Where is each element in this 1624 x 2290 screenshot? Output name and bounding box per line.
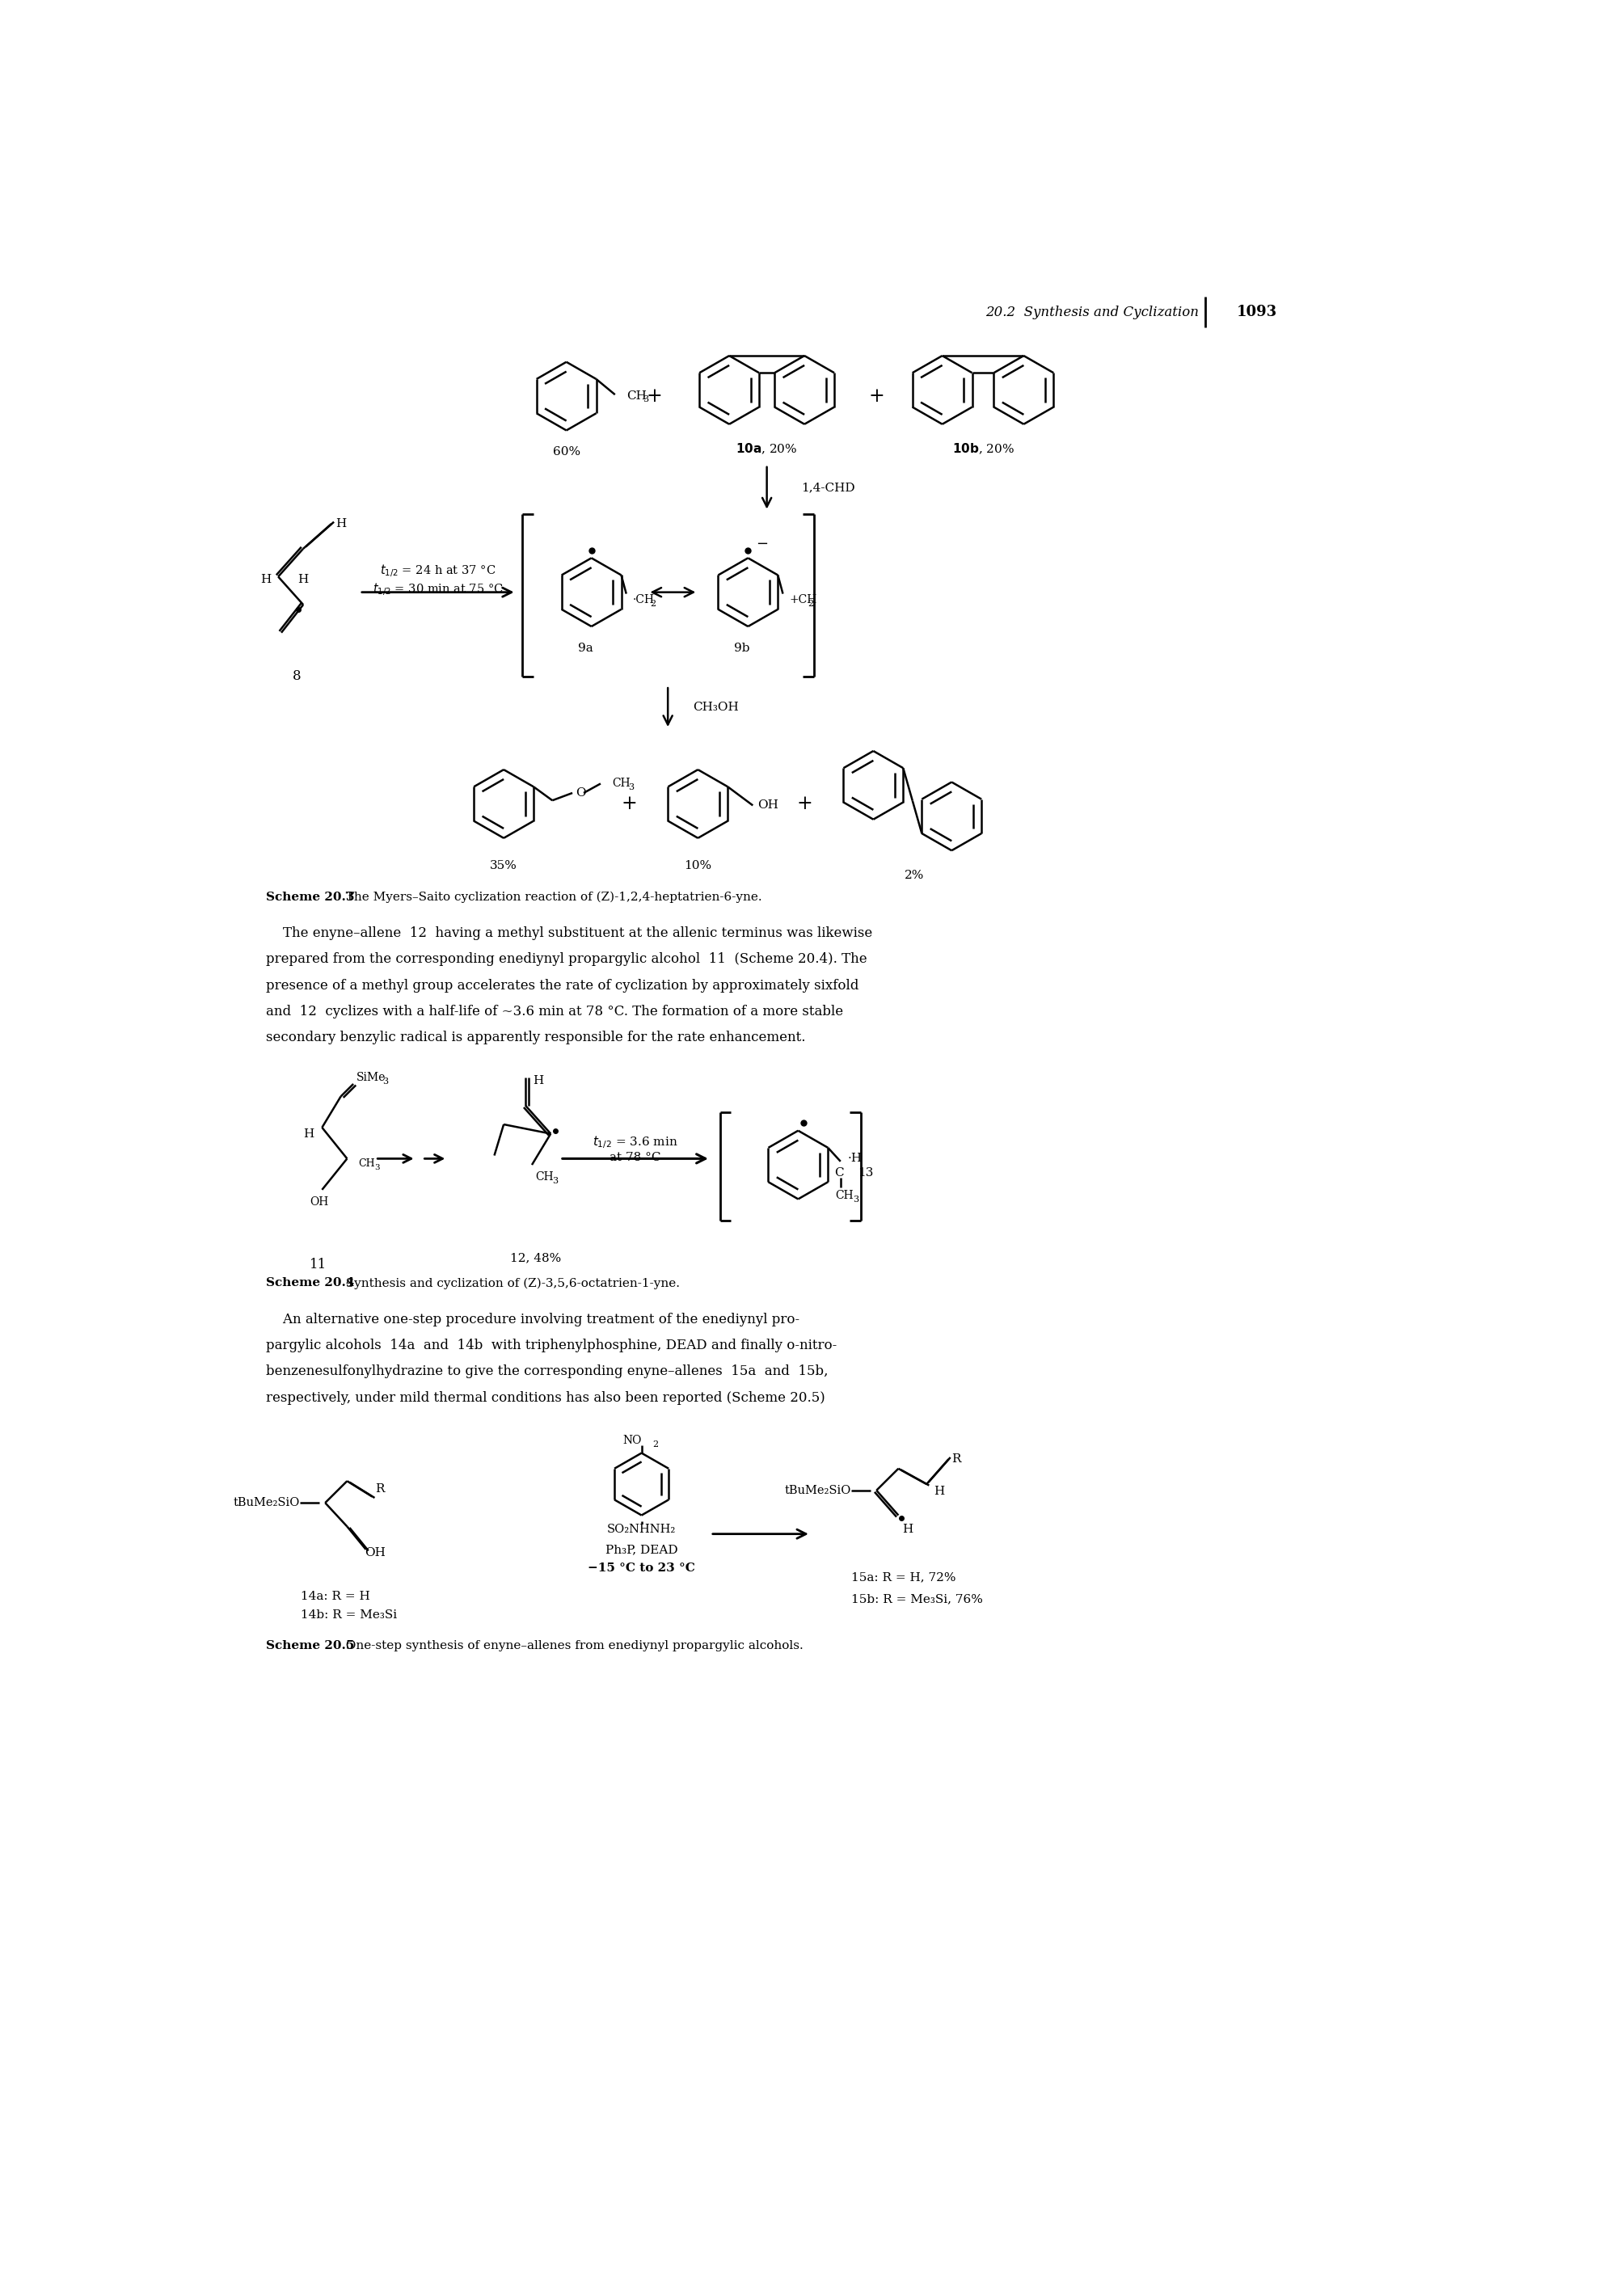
Text: $\mathbf{10a}$, 20%: $\mathbf{10a}$, 20% (736, 442, 797, 456)
Text: 10%: 10% (684, 861, 711, 872)
Text: 3: 3 (375, 1163, 380, 1170)
Text: 1093: 1093 (1237, 305, 1276, 318)
Text: O: O (575, 788, 586, 799)
Text: The enyne–allene  12  having a methyl substituent at the allenic terminus was li: The enyne–allene 12 having a methyl subs… (266, 927, 872, 941)
Text: tBuMe₂SiO: tBuMe₂SiO (784, 1484, 851, 1495)
Text: +: + (869, 387, 885, 405)
Text: −: − (755, 538, 768, 552)
Text: 11: 11 (310, 1257, 326, 1271)
Text: CH: CH (627, 389, 646, 401)
Text: 2: 2 (653, 1440, 659, 1447)
Text: presence of a methyl group accelerates the rate of cyclization by approximately : presence of a methyl group accelerates t… (266, 978, 859, 992)
Text: 12, 48%: 12, 48% (510, 1253, 562, 1264)
Text: $t_{1/2}$ = 3.6 min: $t_{1/2}$ = 3.6 min (593, 1134, 677, 1150)
Text: CH: CH (835, 1191, 854, 1202)
Text: 8: 8 (292, 669, 302, 682)
Text: 15a: R = H, 72%: 15a: R = H, 72% (851, 1571, 957, 1582)
Text: at 78 °C: at 78 °C (609, 1152, 661, 1163)
Text: SO₂NHNH₂: SO₂NHNH₂ (607, 1523, 676, 1534)
Text: Scheme 20.3: Scheme 20.3 (266, 891, 354, 902)
Text: benzenesulfonylhydrazine to give the corresponding enyne–allenes  15a  and  15b,: benzenesulfonylhydrazine to give the cor… (266, 1365, 828, 1379)
Text: CH: CH (612, 779, 630, 790)
Text: and  12  cyclizes with a half-life of ~3.6 min at 78 °C. The formation of a more: and 12 cyclizes with a half-life of ~3.6… (266, 1005, 843, 1019)
Text: OH: OH (758, 799, 780, 811)
Text: +: + (796, 795, 812, 813)
Text: Ph₃P, DEAD: Ph₃P, DEAD (606, 1543, 677, 1555)
Text: $t_{1/2}$ = 30 min at 75 °C: $t_{1/2}$ = 30 min at 75 °C (372, 582, 503, 598)
Text: ·CH: ·CH (632, 595, 654, 605)
Text: NO: NO (622, 1436, 641, 1447)
Text: 3: 3 (552, 1177, 559, 1186)
Text: 3: 3 (628, 783, 633, 792)
Text: 13: 13 (857, 1168, 874, 1179)
Text: tBuMe₂SiO: tBuMe₂SiO (234, 1498, 300, 1509)
Text: CH₃OH: CH₃OH (693, 701, 739, 712)
Text: Synthesis and cyclization of (Z)-3,5,6-octatrien-1-yne.: Synthesis and cyclization of (Z)-3,5,6-o… (338, 1278, 679, 1289)
Text: H: H (260, 575, 271, 586)
Text: +CH: +CH (789, 595, 817, 605)
Text: OH: OH (310, 1198, 328, 1207)
Text: secondary benzylic radical is apparently responsible for the rate enhancement.: secondary benzylic radical is apparently… (266, 1030, 806, 1044)
Text: CH: CH (534, 1172, 554, 1184)
Text: H: H (533, 1076, 544, 1085)
Text: H: H (297, 575, 309, 586)
Text: 60%: 60% (552, 447, 580, 458)
Text: ·H: ·H (848, 1152, 862, 1163)
Text: 14b: R = Me₃Si: 14b: R = Me₃Si (297, 1610, 398, 1621)
Text: One-step synthesis of enyne–allenes from enediynyl propargylic alcohols.: One-step synthesis of enyne–allenes from… (338, 1640, 804, 1651)
Text: H: H (336, 518, 346, 529)
Text: R: R (375, 1484, 385, 1495)
Text: OH: OH (365, 1548, 387, 1557)
Text: 2: 2 (650, 600, 656, 607)
Text: CH: CH (359, 1159, 375, 1168)
Text: −15 °C to 23 °C: −15 °C to 23 °C (588, 1562, 695, 1573)
Text: 1,4-CHD: 1,4-CHD (801, 481, 856, 492)
Text: 9a: 9a (578, 643, 593, 655)
Text: $t_{1/2}$ = 24 h at 37 °C: $t_{1/2}$ = 24 h at 37 °C (380, 563, 495, 579)
Text: 3: 3 (853, 1195, 859, 1205)
Text: H: H (304, 1129, 313, 1140)
Text: The Myers–Saito cyclization reaction of (Z)-1,2,4-heptatrien-6-yne.: The Myers–Saito cyclization reaction of … (338, 891, 762, 902)
Text: 3: 3 (383, 1076, 388, 1085)
Text: 15b: R = Me₃Si, 76%: 15b: R = Me₃Si, 76% (851, 1594, 983, 1605)
Text: pargylic alcohols  14a  and  14b  with triphenylphosphine, DEAD and finally o-ni: pargylic alcohols 14a and 14b with triph… (266, 1337, 836, 1351)
Text: 14a: R = H: 14a: R = H (297, 1592, 370, 1601)
Text: SiMe: SiMe (357, 1072, 387, 1083)
Text: +: + (646, 387, 663, 405)
Text: $\mathbf{10b}$, 20%: $\mathbf{10b}$, 20% (952, 442, 1013, 456)
Text: Scheme 20.4: Scheme 20.4 (266, 1278, 354, 1289)
Text: 20.2  Synthesis and Cyclization: 20.2 Synthesis and Cyclization (986, 305, 1199, 318)
Text: 2%: 2% (905, 870, 924, 882)
Text: 2: 2 (809, 600, 814, 607)
Text: prepared from the corresponding enediynyl propargylic alcohol  11  (Scheme 20.4): prepared from the corresponding enediyny… (266, 953, 867, 966)
Text: An alternative one-step procedure involving treatment of the enediynyl pro-: An alternative one-step procedure involv… (266, 1312, 799, 1326)
Text: 3: 3 (643, 394, 648, 403)
Text: R: R (952, 1454, 961, 1466)
Text: +: + (620, 795, 637, 813)
Text: Scheme 20.5: Scheme 20.5 (266, 1640, 354, 1651)
Text: H: H (903, 1523, 913, 1534)
Text: C: C (835, 1168, 844, 1179)
Text: respectively, under mild thermal conditions has also been reported (Scheme 20.5): respectively, under mild thermal conditi… (266, 1390, 825, 1404)
Text: H: H (934, 1486, 945, 1498)
Text: 9b: 9b (734, 643, 750, 655)
Text: 35%: 35% (490, 861, 518, 872)
